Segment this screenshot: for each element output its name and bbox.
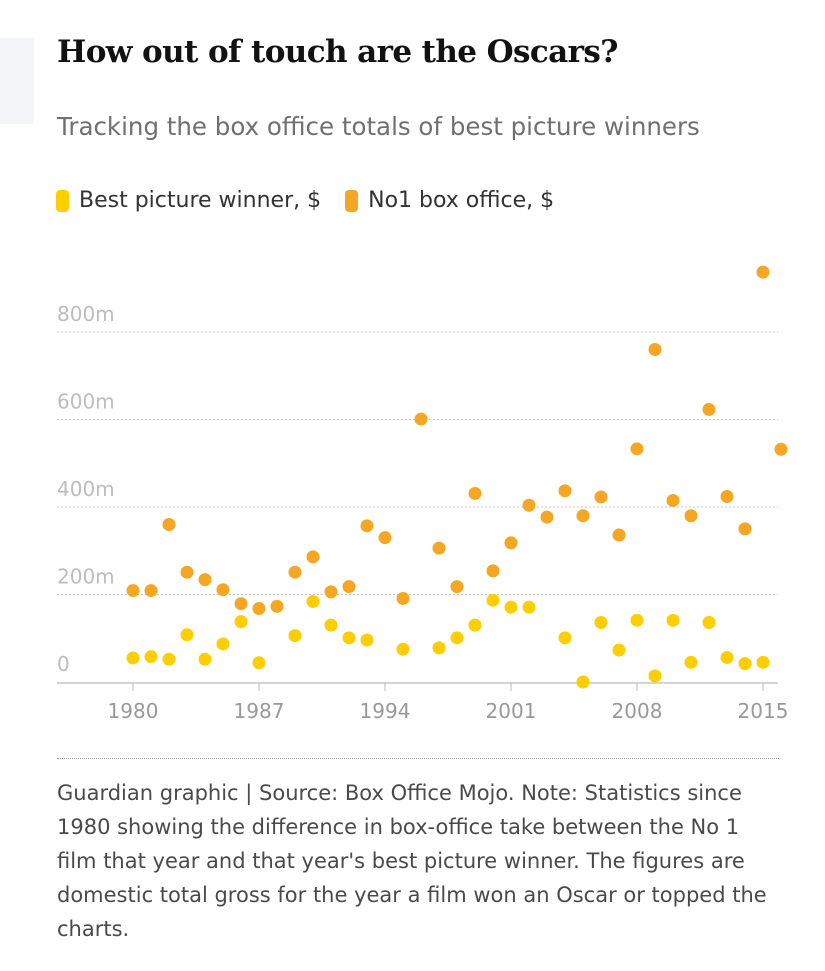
y-tick-label: 600m <box>57 390 115 414</box>
box-office-point <box>162 518 176 531</box>
box-office-point <box>576 509 590 523</box>
scatter-chart: 0 200m 400m 600m 800m 1980 1987 1994 2001 2008 201… <box>57 265 788 723</box>
y-tick-label: 800m <box>57 302 115 326</box>
series-best-picture-winner <box>126 593 770 689</box>
box-office-point <box>126 584 140 598</box>
best-picture-point <box>396 642 410 656</box>
box-office-point <box>684 509 698 523</box>
box-office-point <box>396 591 410 605</box>
best-picture-point <box>648 669 662 683</box>
box-office-point <box>612 528 626 542</box>
best-picture-point <box>756 655 770 669</box>
best-picture-point <box>198 652 212 666</box>
best-picture-point <box>486 593 500 607</box>
legend-swatch-best-picture <box>56 189 69 212</box>
box-office-point <box>522 498 536 512</box>
best-picture-point <box>126 651 140 665</box>
legend-label-best-picture: Best picture winner, $ <box>79 188 322 213</box>
best-picture-point <box>702 616 716 629</box>
box-office-point <box>594 490 608 504</box>
best-picture-point <box>342 631 356 645</box>
box-office-point <box>486 564 500 578</box>
best-picture-point <box>216 637 230 651</box>
best-picture-point <box>252 656 266 670</box>
box-office-point <box>252 602 266 615</box>
best-picture-point <box>324 618 338 632</box>
box-office-point <box>342 580 356 594</box>
legend-swatch-no1-box-office <box>345 189 359 212</box>
best-picture-point <box>612 643 626 657</box>
best-picture-point <box>738 657 752 671</box>
best-picture-point <box>180 628 194 642</box>
box-office-point <box>144 584 158 598</box>
best-picture-point <box>306 595 320 608</box>
box-office-point <box>414 412 428 426</box>
box-office-point <box>360 519 374 533</box>
x-tick-label: 2008 <box>612 699 663 723</box>
background-panel <box>0 38 34 124</box>
box-office-point <box>756 265 770 279</box>
best-picture-point <box>666 613 680 627</box>
legend-item-no1-box-office: No1 box office, $ <box>345 188 554 213</box>
x-tick-label: 1994 <box>360 699 411 723</box>
y-tick-label: 400m <box>57 477 115 501</box>
best-picture-point <box>504 600 518 614</box>
best-picture-point <box>360 633 374 647</box>
y-tick-label: 0 <box>57 652 70 676</box>
box-office-point <box>540 510 554 524</box>
y-tick-label: 200m <box>57 565 115 589</box>
best-picture-point <box>450 631 464 645</box>
box-office-point <box>468 486 482 500</box>
legend-item-best-picture: Best picture winner, $ <box>56 188 321 213</box>
box-office-point <box>306 550 320 564</box>
box-office-point <box>504 536 518 550</box>
page-subtitle: Tracking the box office totals of best p… <box>57 112 700 141</box>
box-office-point <box>288 565 302 579</box>
best-picture-point <box>558 631 572 645</box>
box-office-point <box>198 573 212 587</box>
box-office-point <box>774 442 788 456</box>
best-picture-point <box>576 675 590 689</box>
box-office-point <box>234 597 248 611</box>
series-no1-box-office <box>126 265 788 615</box>
box-office-point <box>324 585 338 599</box>
best-picture-point <box>594 616 608 629</box>
x-tick-label: 1987 <box>234 699 285 723</box>
box-office-point <box>378 531 392 545</box>
x-tick-label: 2015 <box>738 699 789 723</box>
x-tick-label: 2001 <box>486 699 537 723</box>
best-picture-point <box>234 615 248 629</box>
axes: 0 200m 400m 600m 800m 1980 1987 1994 2001 2008 201… <box>57 302 788 723</box>
data-points <box>126 265 788 689</box>
box-office-point <box>216 583 230 597</box>
best-picture-point <box>162 652 176 666</box>
best-picture-point <box>432 641 446 655</box>
gridlines <box>57 331 778 595</box>
best-picture-point <box>720 651 734 664</box>
x-tick-label: 1980 <box>108 699 159 723</box>
best-picture-point <box>144 650 158 664</box>
page-title: How out of touch are the Oscars? <box>57 34 618 70</box>
box-office-point <box>180 565 194 579</box>
best-picture-point <box>522 600 536 614</box>
footer-divider <box>57 758 779 759</box>
box-office-point <box>702 402 716 416</box>
box-office-point <box>432 541 446 555</box>
best-picture-point <box>288 629 302 643</box>
legend-label-no1-box-office: No1 box office, $ <box>368 188 555 213</box>
box-office-point <box>630 442 644 456</box>
best-picture-point <box>468 618 482 632</box>
best-picture-point <box>630 613 644 627</box>
box-office-point <box>720 490 734 503</box>
box-office-point <box>270 599 284 613</box>
best-picture-point <box>684 655 698 669</box>
source-note: Guardian graphic | Source: Box Office Mo… <box>57 781 767 941</box>
box-office-point <box>738 522 752 536</box>
chart-legend: Best picture winner, $ No1 box office, $ <box>56 188 578 213</box>
box-office-point <box>648 343 662 356</box>
box-office-point <box>666 493 680 507</box>
box-office-point <box>450 580 464 594</box>
box-office-point <box>558 484 572 498</box>
